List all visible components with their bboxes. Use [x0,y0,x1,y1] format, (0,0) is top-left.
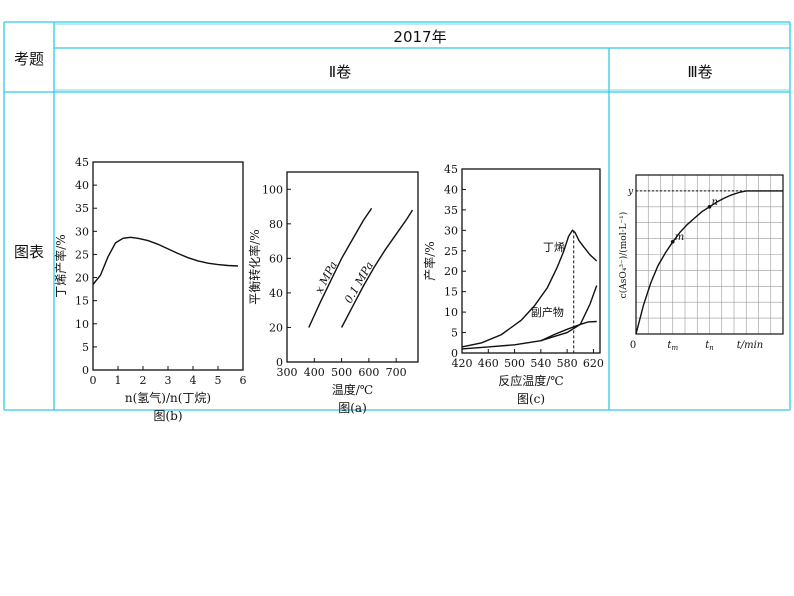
x-axis-label: n(氢气)/n(丁烷) [125,390,211,405]
x-tick-label: 0 [90,374,97,387]
series-line-1 [461,285,598,350]
y-tick-label: 5 [82,341,89,354]
y-tick-label: 35 [444,204,458,217]
y-tick-label: 0 [276,356,283,369]
y-axis-label: c(AsO₄³⁻)/(mol·L⁻¹) [618,212,629,299]
plot-frame [461,168,601,354]
series-label-x-mpa: x MPa [312,259,340,296]
plot-frame [286,171,419,363]
y-tick-label: 15 [75,295,89,308]
annotation-0: 丁烯 [543,241,565,254]
x-tick-label: tm [667,340,678,352]
y-tick-label: 25 [75,248,89,261]
x-tick-label: 420 [452,357,473,370]
y-tick-label: 30 [444,224,458,237]
y-tick-label: 25 [444,245,458,258]
y-tick-label: 45 [444,163,458,176]
annotation-1: 副产物 [531,305,564,319]
series-line-1 [340,209,414,328]
series-label-0-1-mpa: 0.1 MPa [342,259,376,305]
x-tick-label: 3 [165,374,172,387]
x-tick-label: 6 [240,374,247,387]
y-tick-label: 100 [262,183,283,196]
series-line-0 [92,236,239,285]
plot-frame [92,161,244,371]
x-axis-label: t/min [737,340,764,351]
point-label-n: n [712,197,718,208]
chart-c: 420 460 500 540 580 620 0 5 10 15 20 25 30 35 40 45 反应温度… [422,163,604,406]
x-tick-label: 1 [115,374,122,387]
x-tick-label: tn [705,340,714,352]
chart-caption: 图(b) [153,409,182,423]
row-label-topic: 考题 [13,50,44,68]
y-tick-label: 60 [269,252,283,265]
x-tick-label: 580 [557,357,578,370]
y-tick-label: 20 [269,321,283,334]
column-header-iii: Ⅲ卷 [687,63,713,81]
x-tick-label: 300 [277,366,298,379]
x-tick-label: 500 [331,366,352,379]
y-tick-label: 80 [269,218,283,231]
series-line-0 [308,207,373,328]
y-reference-label: y [627,187,634,197]
point-n [707,205,712,209]
y-tick-label: 40 [75,179,89,192]
y-axis-label: 丁烯产率/% [53,234,68,297]
x-axis-label: 反应温度/℃ [498,373,563,388]
chart-iii: y m n 0 tm tn t/min c(AsO₄³⁻)/(mol·L⁻¹) [618,174,784,352]
column-header-ii: Ⅱ卷 [328,63,352,81]
y-tick-label: 30 [75,225,89,238]
y-tick-label: 0 [451,347,458,360]
y-axis-label: 产率/% [422,241,437,280]
x-tick-label: 620 [583,357,604,370]
x-tick-label: 5 [215,374,222,387]
y-axis-label: 平衡转化率/% [247,229,262,304]
chart-a: 300 400 500 600 700 0 20 40 60 80 100 温度/℃ 平衡转化率/% 图(… [247,171,419,415]
x-tick-label: 400 [304,366,325,379]
chart-caption: 图(c) [517,392,545,406]
point-label-m: m [675,232,684,243]
origin-label: 0 [630,340,636,351]
x-tick-label: 460 [478,357,499,370]
y-tick-label: 20 [444,265,458,278]
y-tick-label: 15 [444,286,458,299]
x-axis-label: 温度/℃ [332,382,373,397]
y-tick-label: 10 [75,318,89,331]
plot-frame [635,174,784,335]
x-tick-label: 500 [504,357,525,370]
y-tick-label: 0 [82,364,89,377]
chart-b: 0 1 2 3 4 5 6051015202530354045n(氢气)/n(丁烷)丁烯产率… [53,156,247,423]
y-tick-label: 35 [75,202,89,215]
series-line-0 [461,229,598,348]
y-tick-label: 40 [444,183,458,196]
x-tick-label: 600 [358,366,379,379]
point-m [670,239,675,244]
y-tick-label: 45 [75,156,89,169]
y-tick-label: 20 [75,272,89,285]
x-tick-label: 540 [530,357,551,370]
y-tick-label: 10 [444,306,458,319]
x-tick-label: 4 [190,374,197,387]
row-label-chart: 图表 [13,243,44,261]
chart-caption: 图(a) [338,401,367,415]
x-tick-label: 700 [386,366,407,379]
year-header: 2017年 [393,28,447,46]
y-tick-label: 40 [269,287,283,300]
x-tick-label: 2 [140,374,147,387]
y-tick-label: 5 [451,327,458,340]
